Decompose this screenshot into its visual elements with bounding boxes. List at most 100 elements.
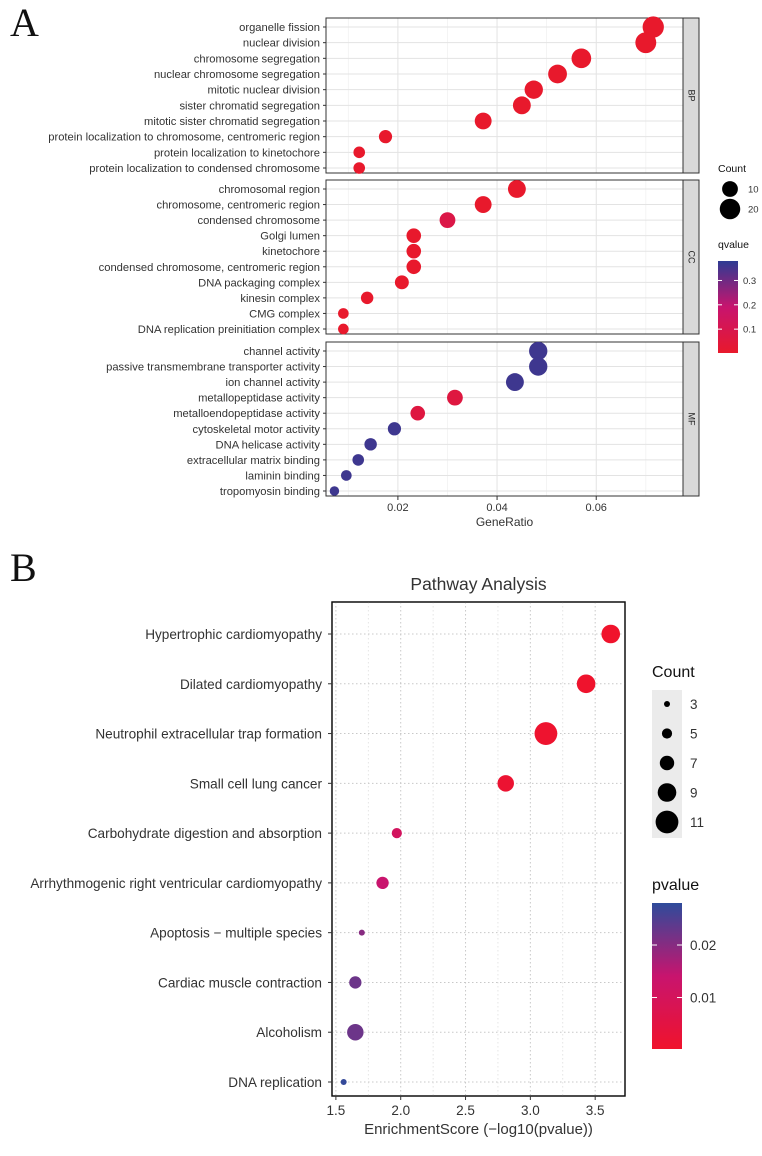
data-point: [364, 438, 377, 451]
data-point: [378, 130, 393, 144]
data-point: [529, 341, 548, 361]
pathway-label: Dilated cardiomyopathy: [180, 677, 322, 692]
pathway-label: Small cell lung cancer: [190, 776, 323, 791]
data-point: [329, 486, 340, 496]
data-point: [505, 373, 524, 392]
facet-strip: [682, 341, 700, 497]
data-point: [507, 180, 526, 198]
term-label: condensed chromosome: [197, 215, 320, 227]
data-point: [338, 308, 349, 319]
x-tick-label: 0.06: [586, 502, 607, 514]
term-label: CMG complex: [249, 308, 320, 320]
size-legend-label: 5: [690, 727, 698, 742]
color-legend-title: qvalue: [718, 239, 749, 251]
size-legend: Count 3 5 7 9 11: [652, 664, 704, 838]
facet-strip-label: CC: [687, 251, 697, 264]
facet-strip-label: MF: [687, 413, 697, 426]
data-point: [534, 722, 558, 745]
term-label: metalloendopeptidase activity: [173, 408, 320, 420]
data-point: [529, 357, 548, 376]
term-label: organelle fission: [239, 22, 320, 34]
panel-b-letter: B: [10, 545, 37, 590]
data-point: [474, 196, 492, 213]
term-label: nuclear chromosome segregation: [154, 69, 320, 81]
data-point: [576, 674, 596, 694]
term-label: mitotic sister chromatid segregation: [144, 116, 320, 128]
term-label: extracellular matrix binding: [187, 455, 320, 467]
term-label: nuclear division: [243, 38, 320, 50]
x-tick-label: 1.5: [326, 1103, 345, 1118]
data-point: [410, 405, 426, 421]
x-tick-label: 2.0: [391, 1103, 410, 1118]
term-label: DNA helicase activity: [216, 439, 321, 451]
size-legend-label: 3: [690, 697, 698, 712]
facet-strip: [682, 17, 700, 174]
term-label: condensed chromosome, centromeric region: [99, 262, 320, 274]
panel-a-letter: A: [10, 0, 39, 45]
term-label: cytoskeletal motor activity: [193, 424, 321, 436]
data-point: [340, 1079, 347, 1085]
colorbar-tick-label: 0.1: [743, 325, 756, 336]
data-point: [338, 323, 349, 335]
colorbar: [652, 903, 682, 1049]
pathway-label: Neutrophil extracellular trap formation: [95, 727, 322, 742]
data-point: [512, 96, 531, 115]
data-point: [347, 1023, 364, 1041]
colorbar: [718, 261, 738, 353]
chart-title: Pathway Analysis: [410, 574, 546, 594]
term-label: sister chromatid segregation: [179, 100, 320, 112]
colorbar-tick-label: 0.3: [743, 276, 756, 287]
term-label: protein localization to chromosome, cent…: [48, 132, 320, 144]
size-legend-key: [661, 728, 673, 739]
data-point: [391, 828, 402, 839]
term-label: ion channel activity: [225, 377, 320, 389]
x-tick-label: 3.0: [521, 1103, 540, 1118]
term-label: DNA packaging complex: [198, 277, 320, 289]
size-legend-label: 20: [748, 205, 759, 216]
term-label: kinetochore: [262, 246, 320, 258]
size-legend-title: Count: [652, 664, 695, 681]
x-tick-label: 3.5: [586, 1103, 605, 1118]
term-label: chromosome segregation: [194, 53, 320, 65]
term-label: laminin binding: [245, 470, 320, 482]
facet-strip: [682, 179, 700, 335]
data-point: [642, 16, 664, 38]
facet-strip-label: BP: [687, 89, 697, 101]
facet-panel: [325, 179, 684, 335]
term-label: passive transmembrane transporter activi…: [106, 362, 320, 374]
term-label: metallopeptidase activity: [198, 393, 320, 405]
term-label: tropomyosin binding: [220, 486, 320, 498]
pathway-label: Apoptosis − multiple species: [150, 926, 322, 941]
term-label: mitotic nuclear division: [207, 85, 320, 97]
data-point: [406, 228, 422, 243]
plot-border: [331, 601, 626, 1097]
size-legend-key: [719, 198, 741, 220]
x-tick-label: 0.02: [387, 502, 408, 514]
facet-mf: MF channel activity passive transmembrane …: [106, 341, 700, 498]
data-point: [447, 389, 463, 406]
size-legend-key: [722, 181, 738, 197]
data-point: [358, 929, 365, 936]
facet-panel: [325, 17, 684, 174]
size-legend-label: 7: [690, 756, 698, 771]
data-point: [601, 624, 621, 644]
colorbar-tick-label: 0.2: [743, 300, 756, 311]
size-legend-label: 10: [748, 185, 759, 196]
data-point: [352, 454, 365, 466]
size-legend-key: [655, 810, 679, 834]
term-label: chromosomal region: [219, 184, 320, 196]
pathway-label: Arrhythmogenic right ventricular cardiom…: [30, 876, 322, 891]
data-point: [497, 775, 514, 792]
data-point: [524, 80, 543, 99]
data-point: [341, 470, 352, 481]
x-axis-title: EnrichmentScore (−log10(pvalue)): [364, 1121, 593, 1138]
x-tick-label: 2.5: [456, 1103, 475, 1118]
x-axis-title: GeneRatio: [476, 515, 534, 529]
data-point: [406, 259, 422, 275]
term-label: DNA replication preinitiation complex: [138, 324, 321, 336]
go-enrichment-dotplot: BP organelle fission nuclear division chrom…: [48, 16, 759, 529]
data-point: [394, 275, 409, 290]
data-point: [349, 976, 362, 989]
